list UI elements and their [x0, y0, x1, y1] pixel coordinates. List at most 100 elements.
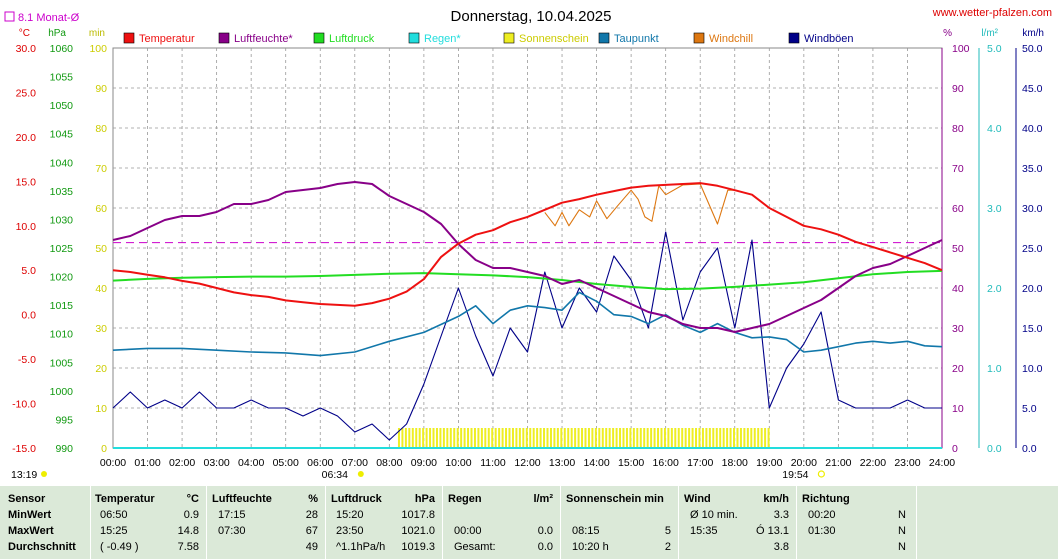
press-tick: 1040 [50, 157, 74, 169]
sunshine-bar [422, 428, 424, 448]
sunshine-bar [481, 428, 483, 448]
sunshine-bar [609, 428, 611, 448]
dir-time: 01:30 [808, 525, 836, 537]
hum-time: 07:30 [218, 525, 246, 537]
legend-swatch [219, 33, 229, 43]
sunshine-bar [712, 428, 714, 448]
wind-tick: 15.0 [1022, 323, 1043, 335]
sunshine-bar [567, 428, 569, 448]
sunshine-bar [643, 428, 645, 448]
sunset-time: 19:54 [782, 469, 808, 481]
x-tick: 24:00 [929, 457, 955, 469]
sun-tick: 0 [101, 443, 107, 455]
sunshine-bar [433, 428, 435, 448]
temp-tick: -5.0 [18, 354, 36, 366]
temp-tick: -10.0 [12, 399, 36, 411]
column-divider [90, 486, 91, 559]
sunshine-bar [736, 428, 738, 448]
temp-tick: 10.0 [16, 221, 37, 233]
x-tick: 19:00 [756, 457, 782, 469]
sunshine-bar [598, 428, 600, 448]
sunshine-bar [633, 428, 635, 448]
sunshine-bar [640, 428, 642, 448]
sunshine-bar [408, 428, 410, 448]
temp-tick: 0.0 [21, 310, 36, 322]
column-divider [206, 486, 207, 559]
wind-value: 3.3 [729, 509, 789, 521]
sunshine-bar [509, 428, 511, 448]
press-tick: 1010 [50, 329, 74, 341]
x-tick: 00:00 [100, 457, 126, 469]
legend-label: Windchill [709, 33, 753, 45]
sunshine-bar [526, 428, 528, 448]
press-tick: 1035 [50, 186, 74, 198]
hum-value: 67 [258, 525, 318, 537]
sunshine-bar [705, 428, 707, 448]
press-value: 1017.8 [375, 509, 435, 521]
rain-time: 00:00 [454, 525, 482, 537]
sunshine-bar [515, 428, 517, 448]
sunshine-bar [681, 428, 683, 448]
sunshine-bar [457, 428, 459, 448]
sunshine-bar [502, 428, 504, 448]
sunshine-bar [757, 428, 759, 448]
temp-value: 7.58 [139, 541, 199, 553]
sunshine-bar [453, 428, 455, 448]
wind-tick: 25.0 [1022, 243, 1043, 255]
hum-tick: 70 [952, 163, 964, 175]
sunshine-bar [595, 428, 597, 448]
press-tick: 1025 [50, 243, 74, 255]
x-tick: 12:00 [514, 457, 540, 469]
sunshine-bar [671, 428, 673, 448]
press-tick: 1015 [50, 300, 74, 312]
sunshine-bar [522, 428, 524, 448]
header-press-unit: hPa [375, 493, 435, 505]
temp-tick: -15.0 [12, 443, 36, 455]
dir-value: N [846, 541, 906, 553]
wind-value: 3.8 [729, 541, 789, 553]
sunshine-bar [730, 428, 732, 448]
sunshine-bar [667, 428, 669, 448]
press-tick: 1045 [50, 129, 74, 141]
wind-tick: 10.0 [1022, 363, 1043, 375]
site-link[interactable]: www.wetter-pfalzen.com [932, 7, 1052, 19]
press-tick: 1050 [50, 100, 74, 112]
x-tick: 14:00 [583, 457, 609, 469]
sun-tick: 100 [89, 43, 107, 55]
sunshine-bar [647, 428, 649, 448]
x-tick: 06:00 [307, 457, 333, 469]
sunshine-bar [688, 428, 690, 448]
temp-tick: 20.0 [16, 132, 37, 144]
x-tick: 21:00 [825, 457, 851, 469]
sunshine-bar [740, 428, 742, 448]
temp-value: 0.9 [139, 509, 199, 521]
legend-label: Windböen [804, 33, 854, 45]
sunshine-bar [602, 428, 604, 448]
hum-tick: 20 [952, 363, 964, 375]
x-tick: 03:00 [203, 457, 229, 469]
x-tick: 07:00 [342, 457, 368, 469]
rain-tick: 3.0 [987, 203, 1002, 215]
sunshine-bar [616, 428, 618, 448]
sunset-icon [818, 471, 824, 477]
sunshine-bar [657, 428, 659, 448]
sunshine-bar [436, 428, 438, 448]
dir-value: N [846, 509, 906, 521]
sun-tick: 40 [95, 283, 107, 295]
rain-time: Gesamt: [454, 541, 496, 553]
sunshine-bar [429, 428, 431, 448]
sunshine-bar [401, 428, 403, 448]
press-tick: 995 [55, 414, 73, 426]
sunshine-bar [471, 428, 473, 448]
sunshine-bar [426, 428, 428, 448]
sunshine-bar [629, 428, 631, 448]
row-label: MaxWert [8, 525, 54, 537]
sunshine-bar [719, 428, 721, 448]
sunshine-bar [698, 428, 700, 448]
column-divider [442, 486, 443, 559]
hum-tick: 40 [952, 283, 964, 295]
sunshine-bar [636, 428, 638, 448]
wind-value: Ó 13.1 [729, 525, 789, 537]
sunshine-bar [660, 428, 662, 448]
hum-tick: 80 [952, 123, 964, 135]
